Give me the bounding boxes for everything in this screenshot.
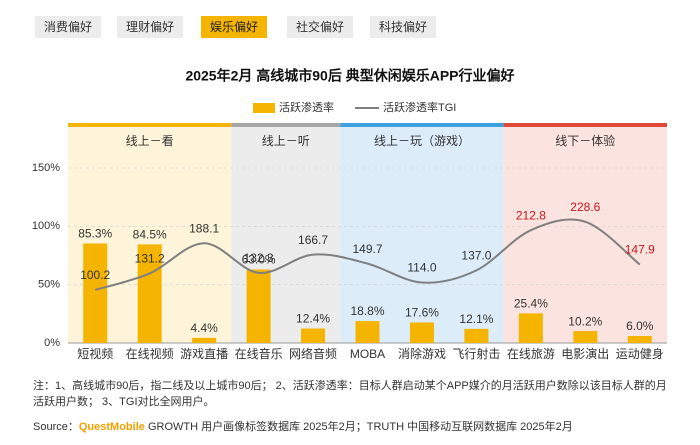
bar xyxy=(301,328,326,343)
bar xyxy=(137,244,162,343)
x-tick-label: 飞行射击 xyxy=(452,346,500,361)
x-tick-label: 短视频 xyxy=(77,346,113,361)
y-tick-label: 50% xyxy=(38,279,60,291)
y-tick-label: 0% xyxy=(44,337,60,349)
bar xyxy=(409,322,434,343)
tgi-label: 137.0 xyxy=(461,249,491,263)
y-tick-label: 100% xyxy=(32,220,60,232)
tgi-line xyxy=(94,218,641,291)
bar-label: 18.8% xyxy=(350,304,384,318)
source-text: GROWTH 用户画像标签数据库 2025年2月；TRUTH 中国移动互联网数据… xyxy=(147,421,573,433)
bar-label: 12.4% xyxy=(296,312,330,326)
legend-swatch xyxy=(253,103,275,113)
bar-label: 85.3% xyxy=(78,227,112,241)
group-background xyxy=(503,123,667,343)
group-label: 线上－玩（游戏） xyxy=(374,134,470,148)
group-label: 线下－体验 xyxy=(555,133,615,148)
bar xyxy=(83,243,108,343)
x-tick-label: 消除游戏 xyxy=(398,346,446,361)
chart-title: 2025年2月 高线城市90后 典型休闲娱乐APP行业偏好 xyxy=(185,68,514,84)
tgi-label: 228.6 xyxy=(570,200,600,214)
bar xyxy=(518,313,543,343)
chart: 2025年2月 高线城市90后 典型休闲娱乐APP行业偏好 线上－看 线上－听 线上… xyxy=(32,68,667,361)
source-brand: QuestMobile xyxy=(78,421,145,433)
x-tick-label: 在线视频 xyxy=(126,346,174,361)
legend-label: 活跃渗透率 xyxy=(279,100,334,114)
bar-label: 63.0% xyxy=(242,253,276,267)
tgi-label: 132.3 xyxy=(244,251,274,265)
group-label: 线上－看 xyxy=(126,134,174,148)
notes: 注：1、高线城市90后，指二线及以上城市90后； 2、活跃渗透率：目标人群启动某… xyxy=(33,380,667,408)
bar xyxy=(192,337,217,343)
tgi-label: 166.7 xyxy=(298,233,328,247)
tab[interactable]: 科技偏好 xyxy=(370,16,436,38)
tab[interactable]: 理财偏好 xyxy=(117,16,183,38)
bar xyxy=(627,336,652,343)
bar-label: 6.0% xyxy=(626,319,654,333)
x-tick-label: MOBA xyxy=(350,347,385,361)
tgi-label: 131.2 xyxy=(135,252,165,266)
group-strip xyxy=(231,123,341,127)
tgi-label: 147.9 xyxy=(625,243,655,257)
x-tick-label: 电影演出 xyxy=(561,346,609,361)
group-strip xyxy=(503,123,667,127)
x-tick-label: 运动健身 xyxy=(616,346,664,361)
group-strip xyxy=(68,123,232,127)
bar-label: 17.6% xyxy=(405,306,439,320)
source-label: Source： xyxy=(33,421,79,433)
group-background xyxy=(340,123,504,343)
source: Source：QuestMobile GROWTH 用户画像标签数据库 2025… xyxy=(33,418,573,434)
legend-label: 活跃渗透率TGI xyxy=(383,100,456,114)
bar-label: 84.5% xyxy=(133,228,167,242)
tab-active[interactable]: 娱乐偏好 xyxy=(201,16,267,38)
x-tick-label: 在线音乐 xyxy=(235,346,283,361)
bar-label: 12.1% xyxy=(459,312,493,326)
group-strip xyxy=(340,123,504,127)
tgi-label: 149.7 xyxy=(352,242,382,256)
x-tick-label: 网络音频 xyxy=(289,346,337,361)
bar xyxy=(355,321,380,343)
group-label: 线上－听 xyxy=(262,134,310,148)
tgi-label: 114.0 xyxy=(407,261,436,275)
tab[interactable]: 消费偏好 xyxy=(35,16,101,38)
tgi-label: 212.8 xyxy=(516,208,546,222)
x-tick-label: 在线旅游 xyxy=(507,347,555,361)
tab[interactable]: 社交偏好 xyxy=(287,16,353,38)
bar-label: 4.4% xyxy=(190,321,218,335)
x-tick-label: 游戏直播 xyxy=(180,347,228,361)
bar-label: 10.2% xyxy=(568,314,602,328)
bar xyxy=(464,328,489,343)
bar xyxy=(246,269,271,343)
y-tick-label: 150% xyxy=(32,162,60,174)
bar-label: 25.4% xyxy=(514,297,548,311)
tgi-label: 100.2 xyxy=(80,268,110,282)
bar xyxy=(573,331,598,343)
tgi-label: 188.1 xyxy=(189,221,219,235)
